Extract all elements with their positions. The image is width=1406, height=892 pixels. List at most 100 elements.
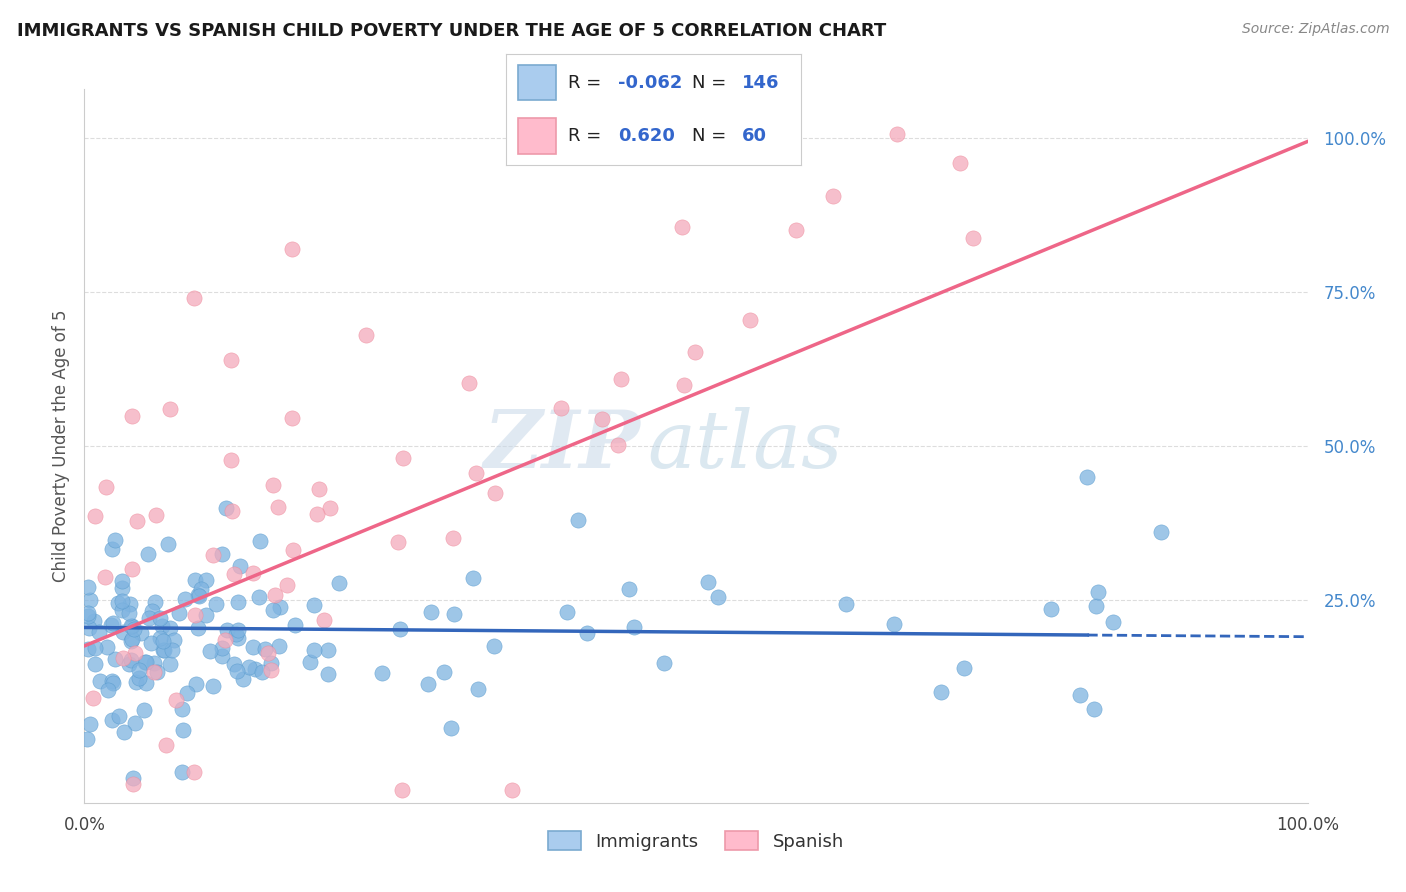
Point	[183, 291, 205, 305]
Point	[883, 617, 905, 632]
Point	[214, 500, 236, 515]
Point	[76, 731, 98, 746]
Point	[183, 765, 205, 780]
Point	[328, 576, 350, 591]
Point	[1087, 585, 1109, 599]
Point	[247, 590, 270, 604]
Point	[575, 626, 598, 640]
Point	[135, 676, 157, 690]
Point	[1083, 702, 1105, 716]
Point	[89, 624, 111, 639]
Point	[101, 673, 124, 688]
Point	[458, 376, 481, 391]
Point	[176, 686, 198, 700]
Point	[120, 597, 142, 611]
Point	[100, 618, 122, 632]
Point	[83, 614, 105, 628]
Point	[242, 566, 264, 581]
Legend: Immigrants, Spanish: Immigrants, Spanish	[541, 824, 851, 858]
Point	[226, 624, 249, 638]
Point	[886, 128, 908, 142]
Point	[124, 675, 146, 690]
Point	[122, 771, 145, 785]
Point	[224, 657, 246, 672]
Point	[671, 220, 693, 235]
Point	[118, 606, 141, 620]
Point	[685, 344, 707, 359]
Point	[245, 662, 267, 676]
Point	[302, 642, 325, 657]
Point	[249, 533, 271, 548]
Point	[79, 592, 101, 607]
Point	[187, 588, 209, 602]
Point	[145, 508, 167, 523]
Point	[187, 622, 209, 636]
Point	[211, 649, 233, 664]
Point	[159, 657, 181, 671]
Point	[242, 640, 264, 655]
Point	[418, 676, 440, 690]
Point	[211, 641, 233, 656]
Point	[118, 657, 141, 672]
Point	[238, 660, 260, 674]
Point	[226, 595, 249, 609]
Point	[162, 643, 184, 657]
Text: R =: R =	[568, 73, 602, 92]
Point	[257, 646, 280, 660]
Point	[141, 636, 163, 650]
Point	[184, 607, 207, 622]
Point	[94, 569, 117, 583]
Point	[121, 632, 143, 647]
Point	[146, 665, 169, 679]
Point	[319, 501, 342, 516]
Point	[174, 591, 197, 606]
Point	[97, 683, 120, 698]
Point	[308, 482, 330, 496]
Point	[823, 189, 845, 203]
Point	[229, 558, 252, 573]
Point	[962, 231, 984, 245]
Point	[370, 666, 392, 681]
Point	[108, 709, 131, 723]
Point	[281, 411, 304, 425]
Point	[195, 574, 218, 588]
Point	[264, 588, 287, 602]
Point	[228, 631, 250, 645]
Point	[464, 466, 486, 480]
Point	[100, 541, 122, 556]
Point	[79, 716, 101, 731]
Point	[122, 623, 145, 637]
Point	[110, 574, 132, 588]
Point	[143, 665, 166, 679]
Point	[77, 621, 100, 635]
Point	[83, 657, 105, 671]
Text: R =: R =	[568, 127, 602, 145]
Point	[111, 624, 134, 639]
Point	[132, 703, 155, 717]
Point	[155, 738, 177, 752]
Point	[190, 582, 212, 596]
Point	[617, 582, 640, 596]
Point	[298, 655, 321, 669]
Point	[252, 665, 274, 679]
Point	[152, 633, 174, 648]
Point	[101, 714, 124, 728]
Point	[111, 581, 134, 595]
Point	[254, 641, 277, 656]
Point	[260, 663, 283, 677]
Point	[785, 223, 807, 237]
Point	[269, 600, 291, 615]
Point	[607, 438, 630, 452]
Point	[304, 598, 326, 612]
Point	[159, 402, 181, 417]
Point	[555, 605, 578, 619]
Point	[591, 412, 613, 426]
Point	[1085, 599, 1108, 614]
Point	[281, 242, 304, 256]
Point	[172, 765, 194, 780]
Point	[262, 478, 284, 492]
Text: atlas: atlas	[647, 408, 842, 484]
Point	[138, 611, 160, 625]
Point	[194, 607, 217, 622]
Point	[101, 616, 124, 631]
